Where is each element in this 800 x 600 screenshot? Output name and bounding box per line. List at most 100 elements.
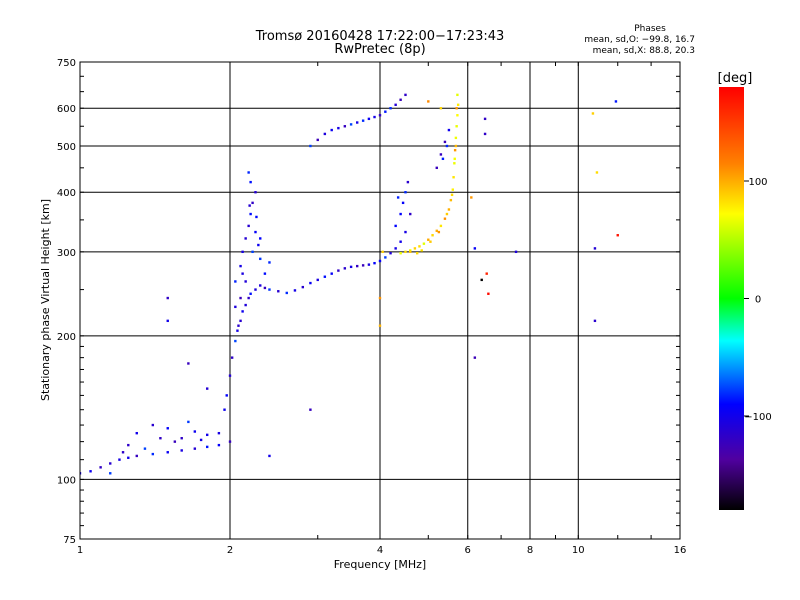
data-point-o-mode: [439, 153, 443, 156]
phase-stats-title: Phases: [634, 24, 666, 34]
colorbar-label: [deg]: [718, 71, 753, 86]
data-point-o-mode: [151, 423, 155, 427]
data-point-o-mode: [234, 305, 237, 309]
data-point-o-mode: [180, 449, 183, 452]
data-point-o-mode: [389, 252, 392, 255]
data-point-o-mode: [249, 180, 252, 184]
data-point-o-mode: [173, 440, 177, 443]
y-tick-label: 100: [57, 475, 76, 486]
data-point-o-mode: [614, 100, 618, 103]
data-point-o-mode: [237, 324, 240, 327]
x-tick-label: 10: [572, 545, 585, 556]
data-point-x-mode: [413, 247, 417, 250]
data-point-x-mode: [449, 198, 453, 202]
data-point-o-mode: [401, 201, 405, 205]
x-tick-label: 8: [527, 545, 533, 556]
data-point-o-mode: [343, 125, 347, 128]
data-point-o-mode: [89, 470, 92, 473]
data-point-o-mode: [254, 191, 257, 194]
data-point-x-mode: [422, 242, 426, 245]
data-point-o-mode: [409, 212, 412, 216]
data-point-o-mode: [355, 121, 359, 124]
data-point-o-mode: [396, 196, 400, 199]
data-point-o-mode: [373, 261, 376, 265]
data-point-o-mode: [399, 212, 402, 216]
data-point-o-mode: [234, 280, 237, 283]
data-point-o-mode: [404, 191, 407, 194]
data-point-o-mode: [277, 290, 280, 293]
x-tick-label: 1: [77, 545, 83, 556]
data-point-o-mode: [239, 296, 242, 300]
data-point-o-mode: [367, 117, 371, 121]
data-point-x-mode: [454, 136, 458, 140]
data-point-o-mode: [205, 387, 209, 390]
data-point-o-mode: [193, 430, 197, 433]
data-point-o-mode: [394, 247, 397, 250]
data-point-x-mode: [453, 148, 457, 152]
y-tick-label: 200: [57, 332, 76, 343]
data-points: [80, 93, 619, 475]
data-point-o-mode: [263, 286, 267, 290]
data-point-x-mode: [427, 238, 430, 241]
data-point-x-mode: [435, 229, 438, 233]
data-point-o-mode: [445, 144, 449, 148]
data-point-o-mode: [263, 272, 267, 275]
data-point-o-mode: [330, 272, 333, 275]
data-point-o-mode: [255, 215, 258, 219]
data-point-o-mode: [316, 278, 319, 282]
data-point-x-mode: [450, 193, 454, 197]
data-point-x-mode: [420, 249, 423, 252]
data-point-o-mode: [247, 224, 250, 228]
data-point-o-mode: [316, 138, 319, 142]
data-point-o-mode: [135, 454, 138, 458]
y-tick-labels: 75 100 200 300 400 500 600 750: [57, 58, 76, 546]
data-point-o-mode: [337, 126, 340, 130]
data-point-x-mode: [456, 103, 460, 107]
data-point-x-mode: [456, 114, 459, 117]
data-point-o-mode: [127, 456, 130, 459]
x-tick-labels: 1 2 4 6 8 10 16: [77, 545, 687, 556]
colorbar-tick-label: −100: [744, 412, 771, 423]
data-point-other: [487, 292, 490, 295]
data-point-x-mode: [456, 93, 459, 97]
data-point-o-mode: [254, 230, 257, 234]
data-point-o-mode: [244, 237, 247, 240]
x-tick-label: 2: [227, 545, 233, 556]
data-point-o-mode: [259, 284, 262, 287]
data-point-x-mode: [451, 188, 455, 191]
data-point-x-mode: [431, 234, 434, 237]
data-point-o-mode: [309, 408, 312, 411]
data-point-o-mode: [248, 204, 251, 207]
data-point-other: [485, 272, 488, 275]
data-point-o-mode: [268, 261, 271, 264]
data-point-x-mode: [455, 125, 458, 128]
data-point-o-mode: [355, 264, 359, 268]
data-point-o-mode: [483, 132, 487, 136]
data-point-o-mode: [404, 93, 407, 97]
data-point-o-mode: [399, 98, 402, 101]
data-point-o-mode: [406, 180, 410, 184]
data-point-o-mode: [99, 466, 102, 469]
x-tick-label: 16: [674, 545, 687, 556]
data-point-o-mode: [249, 212, 252, 216]
data-point-o-mode: [337, 269, 340, 272]
y-tick-label: 600: [57, 104, 76, 115]
data-point-x-mode: [409, 250, 412, 254]
data-point-o-mode: [159, 437, 162, 440]
chart-title: Tromsø 20160428 17:22:00−17:23:43: [255, 29, 505, 44]
data-point-o-mode: [514, 250, 518, 254]
data-point-o-mode: [384, 110, 387, 113]
data-point-o-mode: [193, 447, 197, 450]
data-point-x-mode: [443, 217, 447, 220]
data-point-o-mode: [244, 280, 247, 283]
data-point-o-mode: [80, 472, 82, 475]
data-point-o-mode: [268, 454, 271, 458]
data-point-o-mode: [367, 263, 371, 266]
data-point-o-mode: [309, 144, 312, 148]
data-point-x-mode: [439, 107, 443, 110]
y-tick-label: 750: [57, 58, 76, 69]
data-point-o-mode: [230, 356, 234, 359]
data-point-o-mode: [323, 132, 327, 136]
data-point-o-mode: [389, 107, 392, 110]
